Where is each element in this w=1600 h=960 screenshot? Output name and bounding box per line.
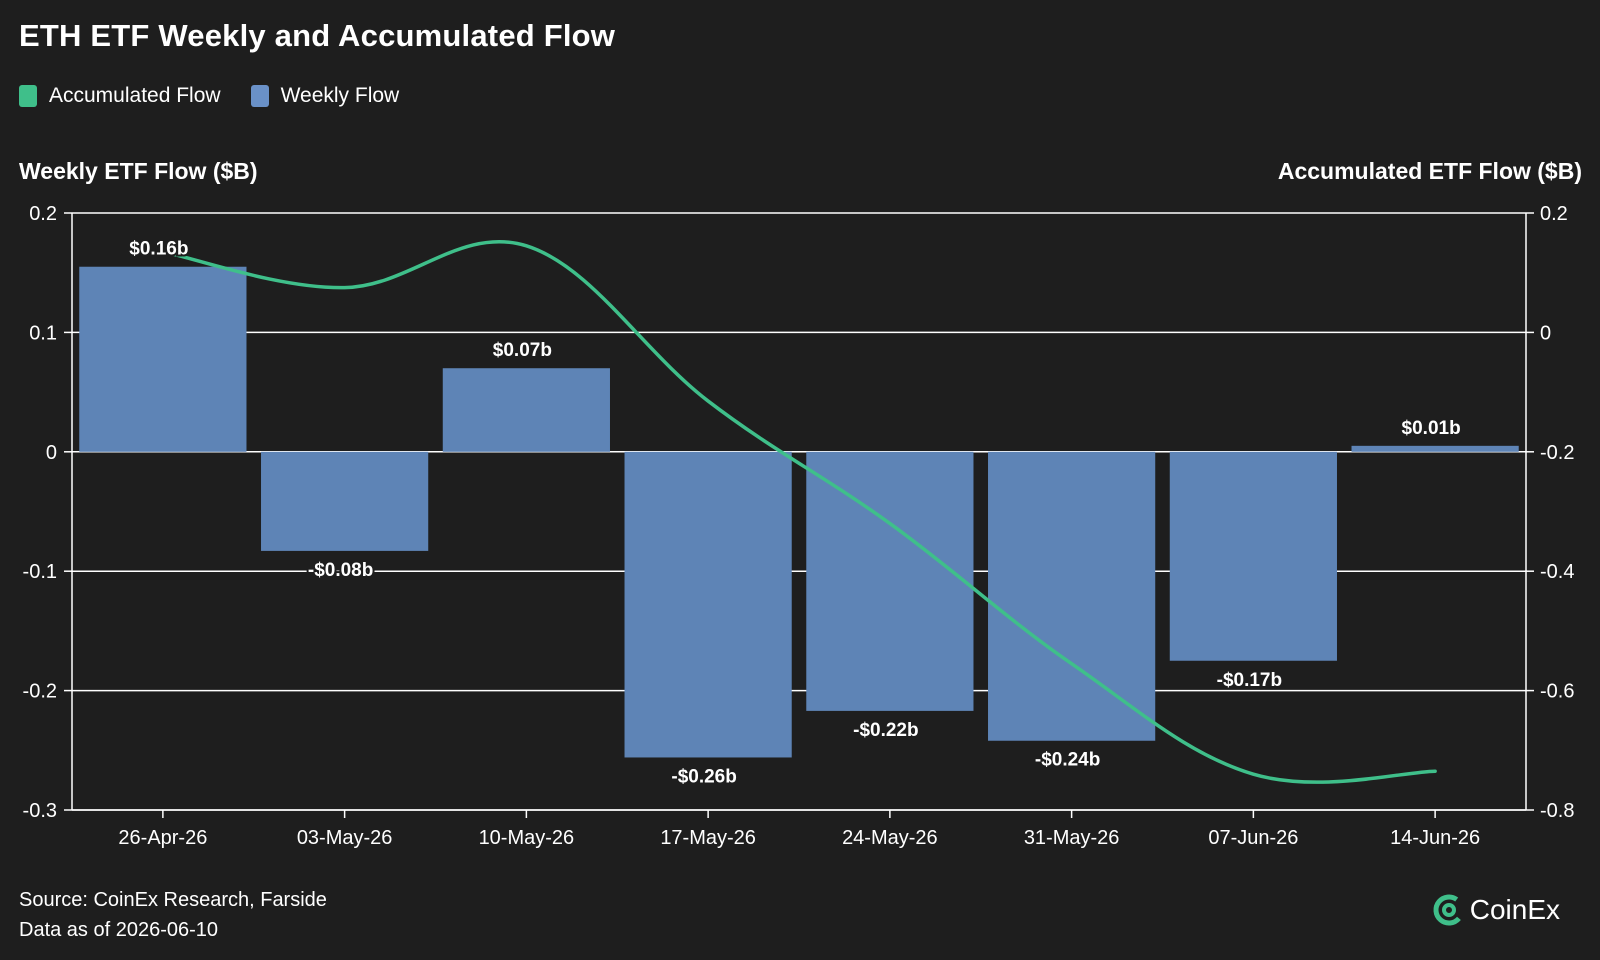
bar-data-label: $0.16b	[129, 239, 188, 260]
weekly-flow-bar	[1352, 446, 1519, 452]
right-tick-label: -0.2	[1540, 442, 1574, 464]
left-tick-label: -0.2	[23, 681, 57, 703]
bar-data-label: -$0.17b	[1217, 670, 1282, 691]
left-tick-label: 0	[46, 442, 57, 464]
logo-text: CoinEx	[1470, 894, 1560, 926]
right-tick-label: -0.8	[1540, 800, 1574, 822]
weekly-flow-bar	[79, 267, 246, 452]
weekly-flow-bar	[443, 368, 610, 452]
x-tick-label: 03-May-26	[297, 827, 393, 849]
left-tick-label: 0.2	[29, 203, 57, 225]
right-tick-label: -0.6	[1540, 681, 1574, 703]
weekly-flow-bar	[261, 452, 428, 551]
bar-data-label: $0.07b	[493, 340, 552, 361]
left-tick-label: -0.1	[23, 561, 57, 583]
x-tick-label: 31-May-26	[1024, 827, 1120, 849]
bar-data-label: -$0.22b	[853, 720, 918, 741]
bar-data-label: -$0.24b	[1035, 750, 1100, 771]
chart-footer: Source: CoinEx Research, Farside Data as…	[19, 885, 327, 945]
x-tick-label: 26-Apr-26	[118, 827, 207, 849]
x-tick-label: 14-Jun-26	[1390, 827, 1480, 849]
data-date-note: Data as of 2026-06-10	[19, 915, 327, 945]
bar-data-label: -$0.26b	[671, 766, 736, 787]
coinex-logo-icon	[1432, 893, 1466, 927]
left-tick-label: -0.3	[23, 800, 57, 822]
weekly-flow-bar	[1170, 452, 1337, 661]
source-note: Source: CoinEx Research, Farside	[19, 885, 327, 915]
bar-data-label: $0.01b	[1402, 418, 1461, 439]
weekly-flow-bar	[988, 452, 1155, 741]
weekly-flow-bar	[806, 452, 973, 711]
right-tick-label: -0.4	[1540, 561, 1574, 583]
bar-data-label: -$0.08b	[308, 560, 373, 581]
x-tick-label: 17-May-26	[660, 827, 756, 849]
x-tick-label: 10-May-26	[479, 827, 575, 849]
left-tick-label: 0.1	[29, 322, 57, 344]
right-tick-label: 0.2	[1540, 203, 1568, 225]
x-tick-label: 24-May-26	[842, 827, 938, 849]
right-tick-label: 0	[1540, 322, 1551, 344]
weekly-flow-bar	[625, 452, 792, 758]
coinex-logo: CoinEx	[1432, 893, 1560, 927]
x-tick-label: 07-Jun-26	[1208, 827, 1298, 849]
